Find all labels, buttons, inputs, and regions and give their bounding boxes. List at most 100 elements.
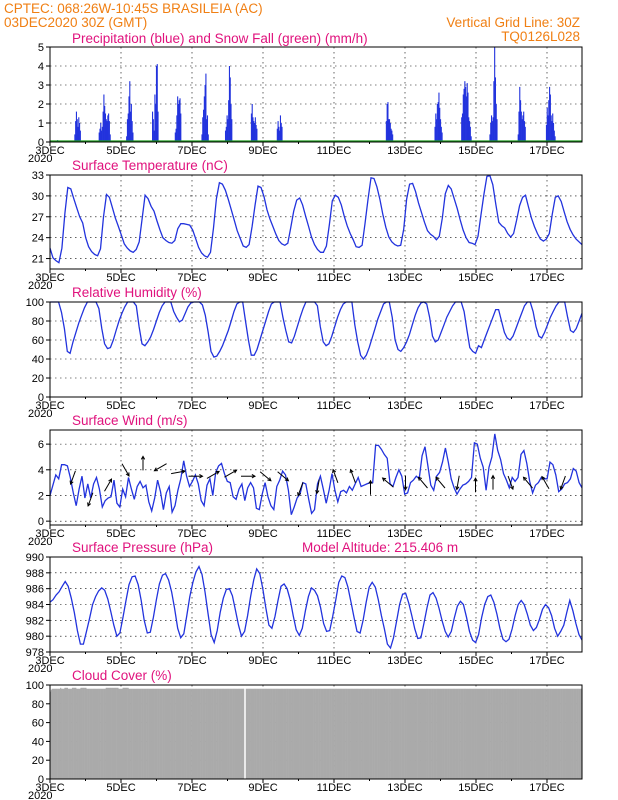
cloud-bar [463,688,466,779]
cloud-bar [156,688,158,779]
precip-bar [392,134,394,142]
cloud-bar [87,688,89,779]
cloud-bar [446,688,448,779]
panel-frame [49,174,583,270]
cloud-bar [340,688,343,779]
cloud-bar [528,688,530,779]
wind-arrow-shaft [171,470,185,475]
cloud-bar [381,688,383,779]
panel-frame [49,429,583,526]
cloud-bar [219,688,221,779]
wind-arrow [332,468,339,483]
cloud-bar [415,688,418,779]
cloud-bar [439,688,441,779]
wind-arrow-shaft [104,478,112,492]
x-tick-label: 3DEC [35,145,64,157]
cloud-bar [152,688,155,779]
cloud-bar [487,688,489,779]
y-tick-label: 2 [38,99,44,111]
cloud-bar [443,688,445,779]
wind-arrow-shaft [560,475,566,490]
cloud-bar [512,688,515,779]
y-tick-label: 1 [38,118,44,130]
cloud-bar [50,689,52,779]
cloud-bar [374,688,376,779]
cloud-bar [151,688,153,779]
precip-bar [229,77,231,142]
wind-arrow [507,475,514,491]
cloud-bar [324,688,326,779]
cloud-bar [192,688,194,779]
cloud-bar [547,688,549,779]
cloud-bar [317,688,319,779]
cloud-bar [224,688,226,779]
cloud-bar [315,688,317,779]
y-tick-label: 986 [26,584,44,596]
precip-bar [464,81,466,142]
cloud-bar [510,688,512,779]
cloud-bar [506,688,509,779]
precip-bar [251,104,253,142]
cloud-bar [245,688,247,779]
cloud-bar [229,688,231,779]
cloud-bar [162,688,165,779]
x-tick-label: 7DEC [177,400,206,412]
cloud-bar [495,688,497,779]
cloud-bar [331,688,333,779]
precip-bar [79,130,81,142]
cloud-bar [307,688,310,779]
wind-arrow-head [473,477,478,482]
cloud-bar [263,688,265,779]
cloud-bar [342,688,344,779]
x-corner-label: 2020 [28,536,52,548]
cloud-bar [410,688,412,779]
precip-bar [104,105,106,142]
cloud-bar [96,688,98,779]
cloud-bar [436,688,438,779]
cloud-bar [440,688,442,779]
precip-bar [553,130,555,142]
cloud-bar [368,688,370,779]
x-tick-label: 7DEC [177,528,206,540]
precip-bar [254,123,256,142]
cloud-bar [411,688,413,779]
wind-arrow [522,476,533,489]
cloud-bar [128,688,130,779]
series-line [49,433,583,515]
cloud-bar [356,688,358,779]
cloud-bar [481,688,483,779]
x-tick-label: 11DEC [317,145,352,157]
precip-bar [101,130,103,142]
cloud-bar [166,688,168,779]
wind-arrow-head [509,485,514,491]
cloud-bar [80,687,82,779]
header-station: CPTEC: 068:26W-10:45S BRASILEIA (AC) [4,1,263,16]
cloud-bar [348,688,350,779]
wind-arrow-head [233,469,238,474]
cloud-bar [274,688,276,779]
cloud-bar [193,688,195,779]
cloud-bar [525,688,527,779]
x-tick-label: 17DEC [529,528,565,540]
cloud-bar [297,688,299,779]
cloud-bar [350,688,352,779]
cloud-bar [311,688,313,779]
x-tick-label: 9DEC [248,528,277,540]
y-tick-label: 6 [38,439,44,451]
cloud-bar [415,688,417,779]
precip-bar [109,134,111,142]
panel-frame [49,684,583,780]
cloud-bar [178,688,181,779]
cloud-bar [207,688,209,779]
wind-arrow-shaft [523,476,533,489]
cloud-bar [327,688,329,779]
wind-arrow-shaft [206,470,220,479]
x-tick-label: 3DEC [35,655,64,667]
cloud-bar [140,688,142,779]
cloud-bar [425,688,427,779]
precip-bar [466,83,468,142]
cloud-bar [543,688,545,779]
cloud-bar [222,688,224,779]
x-tick-label: 5DEC [106,655,135,667]
cloud-bar [457,688,459,779]
